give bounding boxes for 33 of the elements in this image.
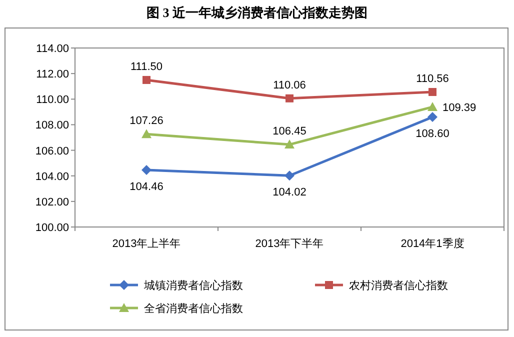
data-label: 107.26: [130, 115, 164, 128]
point: [284, 140, 294, 149]
data-label: 104.02: [272, 186, 306, 199]
data-label: 108.60: [416, 128, 450, 140]
data-label: 110.56: [416, 72, 449, 85]
legend-label: 农村消费者信心指数: [349, 279, 448, 292]
x-tick-label: 2013年下半年: [255, 237, 324, 250]
title: 图 3 近一年城乡消费者信心指数走势图: [146, 5, 368, 20]
point: [142, 164, 152, 175]
y-tick-label: 102.00: [35, 196, 69, 208]
legend-label: 全省消费者信心指数: [144, 302, 243, 315]
point: [428, 102, 438, 111]
point: [428, 88, 436, 96]
point: [284, 170, 294, 181]
data-label: 104.46: [130, 180, 164, 193]
x-tick-label: 2013年上半年: [112, 237, 181, 250]
data-label: 110.06: [273, 79, 306, 92]
point: [286, 94, 294, 102]
y-tick-label: 114.00: [36, 43, 69, 55]
y-tick-label: 106.00: [35, 145, 69, 158]
x-tick-label: 2014年1季度: [400, 237, 464, 250]
y-tick-label: 110.00: [36, 94, 69, 106]
data-label: 106.45: [272, 126, 306, 138]
y-tick-label: 108.00: [35, 120, 69, 132]
legend-label: 城镇消费者信心指数: [143, 279, 243, 292]
y-tick-label: 112.00: [36, 68, 69, 81]
point: [142, 129, 152, 138]
data-label: 111.50: [130, 60, 163, 73]
y-tick-label: 104.00: [35, 170, 69, 183]
point: [142, 76, 150, 84]
data-label: 109.39: [442, 102, 476, 114]
y-tick-label: 100.00: [35, 222, 69, 234]
point: [428, 112, 438, 122]
